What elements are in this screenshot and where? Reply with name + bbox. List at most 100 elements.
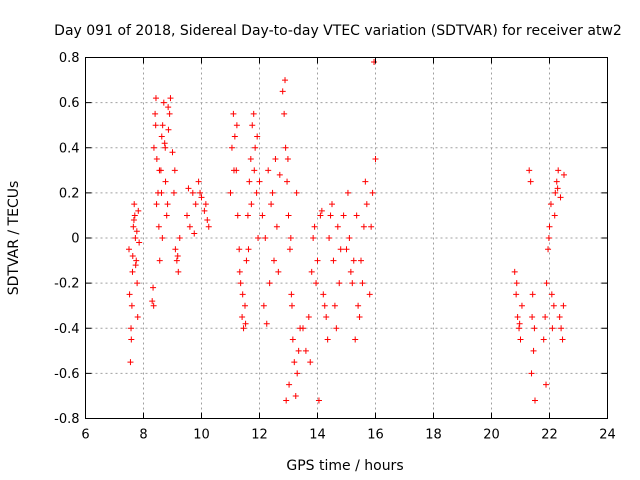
data-point (543, 280, 550, 287)
data-point (150, 144, 157, 151)
data-point (363, 201, 370, 208)
data-point (131, 212, 138, 219)
data-point (352, 336, 359, 343)
data-point (285, 212, 292, 219)
data-point (129, 253, 136, 260)
data-point (236, 246, 243, 253)
data-point (256, 178, 263, 185)
data-point (554, 185, 561, 192)
data-point (532, 397, 538, 404)
data-point (337, 246, 344, 253)
data-point (529, 291, 536, 298)
data-point (555, 167, 562, 174)
y-tick-label: -0.8 (54, 412, 79, 427)
data-point (159, 235, 166, 241)
data-point (247, 156, 254, 163)
data-point (349, 280, 356, 287)
data-point (153, 201, 160, 208)
data-point (169, 149, 176, 156)
data-point (318, 207, 325, 214)
data-point (369, 189, 376, 196)
data-point (281, 110, 288, 117)
data-point (195, 178, 202, 185)
data-point (260, 302, 267, 309)
data-point (333, 325, 340, 332)
data-point (253, 189, 260, 196)
data-point (336, 280, 343, 287)
data-point (556, 313, 563, 320)
data-point (152, 95, 159, 102)
data-point (559, 336, 566, 343)
data-point (358, 257, 364, 264)
data-point (152, 110, 159, 117)
data-point (340, 212, 347, 219)
data-point (344, 189, 351, 196)
data-point (561, 171, 567, 178)
data-point (251, 167, 258, 174)
data-point (134, 313, 141, 320)
data-point (529, 313, 536, 320)
data-point (191, 230, 198, 237)
data-point (545, 246, 552, 253)
data-point (132, 262, 139, 269)
data-point (156, 257, 163, 264)
data-point (204, 216, 211, 223)
x-tick-label: 22 (541, 428, 558, 443)
data-point (550, 302, 557, 309)
data-point (350, 257, 357, 264)
data-point (313, 280, 320, 287)
x-tick-label: 8 (139, 428, 147, 443)
y-tick-label: 0 (71, 232, 79, 247)
data-point (255, 235, 262, 241)
data-point (172, 246, 179, 253)
points-layer (126, 59, 567, 404)
tick-layer: 6 8 10 12 14 16 18 20 22 24 -0.8 -0.6 -0.4 -0.2 0 0.2 0.… (54, 51, 616, 443)
data-point (149, 298, 156, 305)
data-point (134, 280, 141, 287)
data-point (135, 207, 142, 214)
data-point (244, 212, 251, 219)
data-point (527, 178, 534, 185)
data-point (315, 397, 322, 404)
data-point (327, 212, 334, 219)
data-point (236, 268, 243, 275)
data-point (234, 212, 241, 219)
data-point (186, 223, 193, 230)
data-point (161, 140, 168, 147)
data-point (528, 370, 535, 377)
data-point (360, 223, 367, 230)
data-point (368, 223, 375, 230)
data-point (192, 201, 199, 208)
data-point (128, 302, 135, 309)
data-point (156, 167, 163, 174)
y-axis-title: SDTVAR / TECUs (6, 181, 22, 296)
data-point (282, 77, 289, 84)
y-tick-label: -0.4 (54, 322, 79, 337)
y-tick-label: 0.8 (59, 51, 80, 66)
data-point (248, 201, 255, 208)
data-point (268, 201, 275, 208)
data-point (291, 359, 298, 366)
data-point (170, 189, 177, 196)
y-tick-label: -0.6 (54, 367, 79, 382)
data-point (228, 144, 235, 151)
y-tick-label: 0.4 (59, 141, 80, 156)
data-point (158, 189, 165, 196)
data-point (131, 201, 138, 208)
data-point (518, 302, 525, 309)
x-axis-title: GPS time / hours (286, 458, 403, 474)
data-point (133, 228, 140, 235)
data-point (153, 156, 160, 163)
data-point (288, 291, 295, 298)
data-point (511, 268, 518, 275)
data-point (242, 320, 249, 327)
data-point (530, 347, 537, 354)
y-tick-label: 0.6 (59, 96, 80, 111)
x-tick-label: 16 (367, 428, 384, 443)
data-point (173, 257, 180, 264)
data-point (150, 302, 157, 309)
data-point (513, 291, 520, 298)
data-point (308, 268, 315, 275)
data-point (292, 392, 299, 399)
